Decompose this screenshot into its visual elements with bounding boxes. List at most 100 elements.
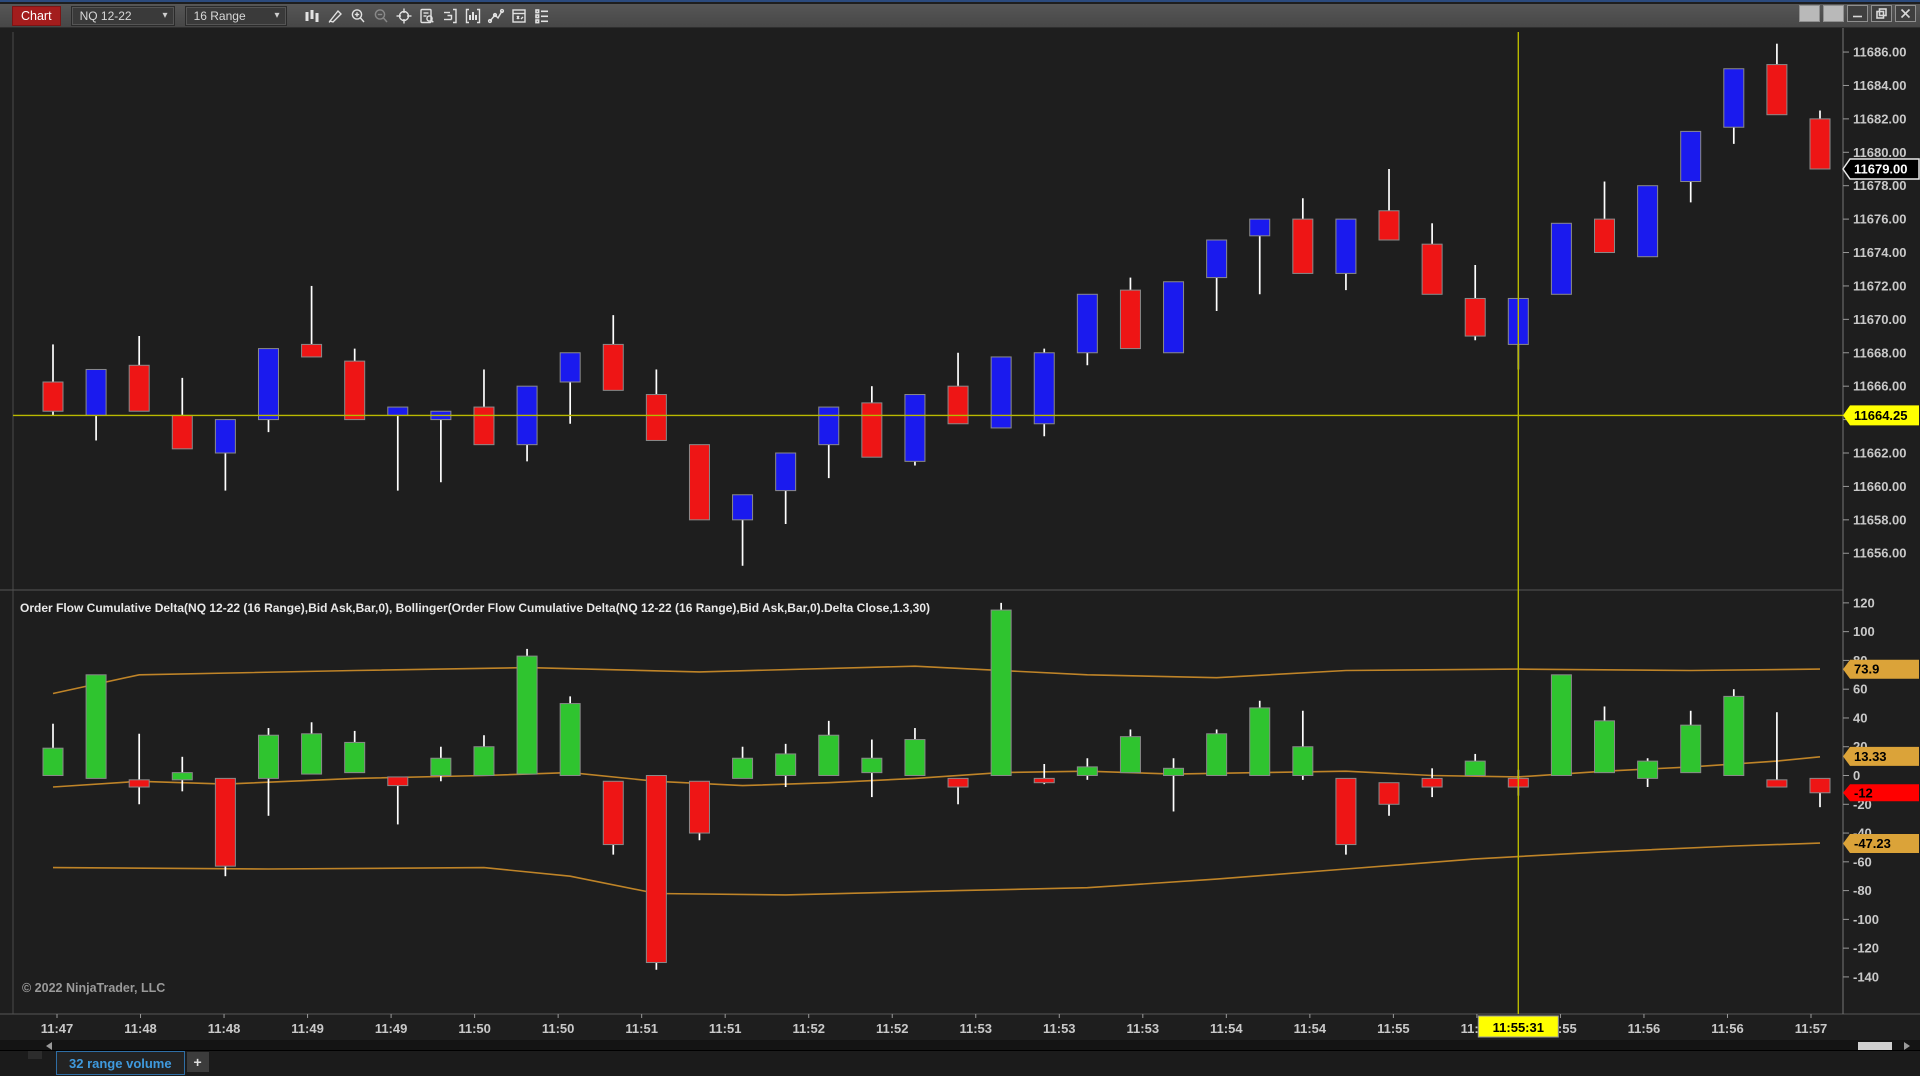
last-price-marker	[1842, 158, 1920, 180]
down-bar	[1378, 210, 1400, 241]
up-bar	[732, 757, 754, 779]
down-bar	[344, 360, 366, 421]
last-price-marker-text: 11679.00	[1854, 161, 1908, 176]
up-bar	[1594, 720, 1616, 774]
pin-button[interactable]	[1799, 5, 1820, 22]
down-bar	[42, 381, 64, 412]
down-bar	[171, 414, 193, 450]
svg-text:11662.00: 11662.00	[1853, 446, 1907, 461]
svg-text:11:48: 11:48	[124, 1021, 157, 1036]
svg-text:11672.00: 11672.00	[1853, 278, 1907, 293]
down-bar	[1292, 218, 1314, 274]
down-bar	[1766, 64, 1788, 116]
up-bar	[344, 741, 366, 774]
up-bar	[85, 674, 107, 779]
down-bar	[1809, 777, 1831, 794]
indicators-icon[interactable]	[462, 6, 485, 26]
up-bar	[301, 733, 323, 775]
minimize-button[interactable]	[1847, 5, 1868, 22]
svg-text:120: 120	[1853, 595, 1875, 610]
down-bar	[387, 776, 409, 787]
up-bar	[559, 352, 581, 383]
down-bar	[1464, 297, 1486, 337]
up-bar	[775, 452, 797, 492]
chart-canvas[interactable]: Order Flow Cumulative Delta(NQ 12-22 (16…	[0, 28, 1920, 1052]
bollinger-lower-band	[52, 842, 1821, 896]
svg-text:-140: -140	[1853, 969, 1879, 984]
svg-text:11:56: 11:56	[1628, 1021, 1661, 1036]
scrollbar-thumb	[1858, 1042, 1892, 1050]
down-bar	[128, 779, 150, 788]
up-bar	[1464, 760, 1486, 777]
up-bar	[430, 757, 452, 777]
strategies-icon[interactable]	[508, 6, 531, 26]
horizontal-scrollbar	[0, 1040, 1920, 1052]
svg-text:40: 40	[1853, 710, 1867, 725]
middle-band-marker-text: 13.33	[1854, 749, 1887, 764]
up-bar	[171, 772, 193, 781]
indicator-title: Order Flow Cumulative Delta(NQ 12-22 (16…	[20, 601, 930, 615]
drawing-line-icon[interactable]	[485, 6, 508, 26]
chart-menu-button[interactable]: Chart	[12, 5, 61, 26]
down-bar	[1378, 782, 1400, 805]
period-value: 16 Range	[193, 8, 246, 23]
settings-button[interactable]	[1823, 5, 1844, 22]
svg-text:11660.00: 11660.00	[1853, 479, 1907, 494]
data-box-icon[interactable]	[416, 6, 439, 26]
down-bar	[602, 343, 624, 391]
period-select[interactable]: 16 Range ▾	[184, 5, 287, 26]
down-bar	[1594, 218, 1616, 254]
svg-text:11666.00: 11666.00	[1853, 379, 1907, 394]
up-bar	[1680, 130, 1702, 183]
up-bar	[904, 394, 926, 462]
svg-text:11:51: 11:51	[709, 1021, 742, 1036]
middle-band-marker	[1843, 746, 1919, 766]
down-bar	[947, 777, 969, 788]
zoom-out-icon[interactable]	[370, 6, 393, 26]
up-bar	[1637, 760, 1659, 779]
down-bar	[473, 406, 495, 446]
restore-icon	[1876, 8, 1887, 19]
restore-button[interactable]	[1871, 5, 1892, 22]
svg-text:11:49: 11:49	[291, 1021, 324, 1036]
drawing-tools-icon[interactable]	[324, 6, 347, 26]
svg-text:11668.00: 11668.00	[1853, 345, 1907, 360]
instrument-select[interactable]: NQ 12-22 ▾	[70, 5, 175, 26]
tab-scroll-button[interactable]	[28, 1051, 42, 1059]
window-controls	[1799, 5, 1916, 22]
down-bar	[214, 777, 236, 867]
down-bar	[861, 402, 883, 458]
up-bar	[990, 609, 1012, 777]
tab-32-range-volume[interactable]: 32 range volume	[56, 1051, 185, 1075]
svg-text:11:53: 11:53	[1043, 1021, 1076, 1036]
chart-trader-icon[interactable]	[439, 6, 462, 26]
zoom-in-icon[interactable]	[347, 6, 370, 26]
up-bar	[1292, 746, 1314, 777]
up-bar	[1163, 767, 1185, 777]
svg-text:11:57: 11:57	[1795, 1021, 1828, 1036]
copyright-label: © 2022 NinjaTrader, LLC	[22, 981, 165, 995]
svg-text:11:47: 11:47	[41, 1021, 74, 1036]
lower-band-marker-text: -47.23	[1854, 836, 1891, 851]
crosshair-time-text: 11:55:31	[1493, 1020, 1544, 1035]
chart-style-icon[interactable]	[301, 6, 324, 26]
up-bar	[1163, 281, 1185, 354]
down-bar	[128, 364, 150, 412]
close-button[interactable]	[1895, 5, 1916, 22]
up-bar	[1637, 185, 1659, 258]
svg-text:11:49: 11:49	[375, 1021, 408, 1036]
crosshair-icon[interactable]	[393, 6, 416, 26]
upper-band-marker	[1843, 659, 1919, 679]
up-bar	[1335, 218, 1357, 274]
svg-text:11:53: 11:53	[959, 1021, 992, 1036]
add-tab-button[interactable]: +	[186, 1052, 209, 1072]
up-bar	[257, 734, 279, 779]
svg-text:-80: -80	[1853, 883, 1872, 898]
down-bar	[1421, 243, 1443, 295]
properties-icon[interactable]	[531, 6, 554, 26]
up-bar	[257, 348, 279, 421]
svg-text:11:52: 11:52	[876, 1021, 909, 1036]
svg-text:11:48: 11:48	[208, 1021, 241, 1036]
svg-text:100: 100	[1853, 624, 1875, 639]
